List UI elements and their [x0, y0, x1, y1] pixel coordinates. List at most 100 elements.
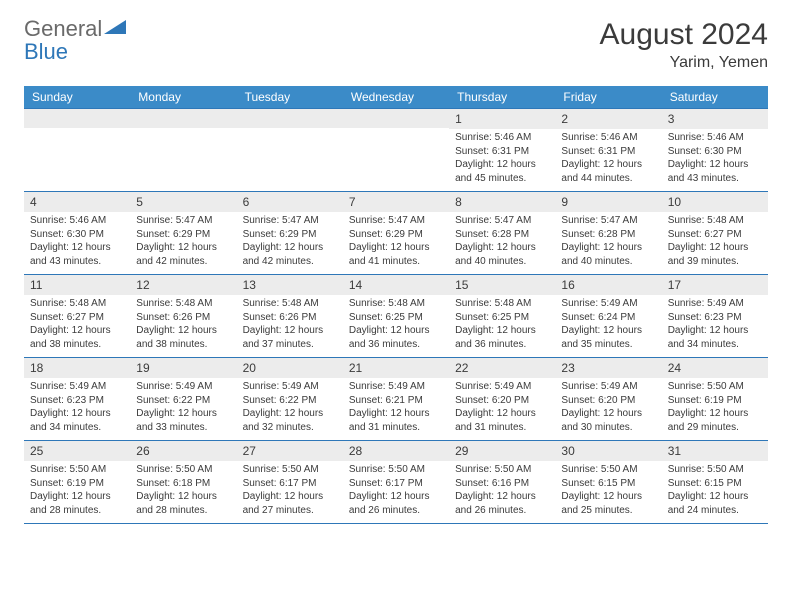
daylight: Daylight: 12 hours and 43 minutes.: [30, 241, 124, 268]
day-details: Sunrise: 5:50 AMSunset: 6:17 PMDaylight:…: [343, 461, 449, 521]
day-details: Sunrise: 5:46 AMSunset: 6:30 PMDaylight:…: [662, 129, 768, 189]
daylight: Daylight: 12 hours and 29 minutes.: [668, 407, 762, 434]
weekday-header: Monday: [130, 86, 236, 108]
day-cell: 18Sunrise: 5:49 AMSunset: 6:23 PMDayligh…: [24, 358, 130, 440]
daylight: Daylight: 12 hours and 40 minutes.: [455, 241, 549, 268]
day-number: 21: [343, 358, 449, 378]
day-number: 10: [662, 192, 768, 212]
day-details: Sunrise: 5:47 AMSunset: 6:29 PMDaylight:…: [130, 212, 236, 272]
weekday-header: Tuesday: [237, 86, 343, 108]
day-number: 5: [130, 192, 236, 212]
day-cell: 21Sunrise: 5:49 AMSunset: 6:21 PMDayligh…: [343, 358, 449, 440]
day-number: 17: [662, 275, 768, 295]
day-details: Sunrise: 5:48 AMSunset: 6:25 PMDaylight:…: [449, 295, 555, 355]
sunrise: Sunrise: 5:49 AM: [30, 380, 124, 394]
day-details: Sunrise: 5:49 AMSunset: 6:24 PMDaylight:…: [555, 295, 661, 355]
day-cell: 12 Sunrise: 5:48 AMSunset: 6:26 PMDayligh…: [130, 275, 236, 357]
day-number: 20: [237, 358, 343, 378]
sunrise: Sunrise: 5:48 AM: [136, 297, 230, 311]
daylight: Daylight: 12 hours and 26 minutes.: [349, 490, 443, 517]
sunset: Sunset: 6:19 PM: [30, 477, 124, 491]
day-cell: 24Sunrise: 5:50 AMSunset: 6:19 PMDayligh…: [662, 358, 768, 440]
location: Yarim, Yemen: [600, 54, 768, 72]
day-cell: 2Sunrise: 5:46 AMSunset: 6:31 PMDaylight…: [555, 109, 661, 191]
sunrise: Sunrise: 5:47 AM: [136, 214, 230, 228]
sunset: Sunset: 6:16 PM: [455, 477, 549, 491]
day-cell: 22Sunrise: 5:49 AMSunset: 6:20 PMDayligh…: [449, 358, 555, 440]
day-details: Sunrise: 5:46 AMSunset: 6:31 PMDaylight:…: [555, 129, 661, 189]
day-details: Sunrise: 5:49 AMSunset: 6:20 PMDaylight:…: [555, 378, 661, 438]
sunrise: Sunrise: 5:50 AM: [243, 463, 337, 477]
sunset: Sunset: 6:15 PM: [561, 477, 655, 491]
sunrise: Sunrise: 5:48 AM: [668, 214, 762, 228]
sunset: Sunset: 6:30 PM: [30, 228, 124, 242]
day-number: 12: [130, 275, 236, 295]
day-details: Sunrise: 5:48 AMSunset: 6:27 PMDaylight:…: [24, 295, 130, 355]
day-cell: 20Sunrise: 5:49 AMSunset: 6:22 PMDayligh…: [237, 358, 343, 440]
daylight: Daylight: 12 hours and 26 minutes.: [455, 490, 549, 517]
day-details: Sunrise: 5:50 AMSunset: 6:18 PMDaylight:…: [130, 461, 236, 521]
day-cell: 14Sunrise: 5:48 AMSunset: 6:25 PMDayligh…: [343, 275, 449, 357]
day-cell: 4Sunrise: 5:46 AMSunset: 6:30 PMDaylight…: [24, 192, 130, 274]
day-details: Sunrise: 5:47 AMSunset: 6:28 PMDaylight:…: [555, 212, 661, 272]
day-cell: 8Sunrise: 5:47 AMSunset: 6:28 PMDaylight…: [449, 192, 555, 274]
sunrise: Sunrise: 5:50 AM: [136, 463, 230, 477]
daylight: Daylight: 12 hours and 42 minutes.: [243, 241, 337, 268]
week-row: 25Sunrise: 5:50 AMSunset: 6:19 PMDayligh…: [24, 440, 768, 524]
day-details: Sunrise: 5:48 AMSunset: 6:27 PMDaylight:…: [662, 212, 768, 272]
daylight: Daylight: 12 hours and 35 minutes.: [561, 324, 655, 351]
day-number: 25: [24, 441, 130, 461]
sunrise: Sunrise: 5:49 AM: [561, 380, 655, 394]
daylight: Daylight: 12 hours and 36 minutes.: [349, 324, 443, 351]
weekday-header: Sunday: [24, 86, 130, 108]
day-number: 15: [449, 275, 555, 295]
sunrise: Sunrise: 5:48 AM: [455, 297, 549, 311]
day-number: 31: [662, 441, 768, 461]
daylight: Daylight: 12 hours and 45 minutes.: [455, 158, 549, 185]
sunset: Sunset: 6:26 PM: [136, 311, 230, 325]
title-block: August 2024 Yarim, Yemen: [600, 18, 768, 72]
logo-text-general: General: [24, 16, 102, 41]
day-number: 8: [449, 192, 555, 212]
day-cell: [343, 109, 449, 191]
day-number: 19: [130, 358, 236, 378]
daylight: Daylight: 12 hours and 37 minutes.: [243, 324, 337, 351]
sunset: Sunset: 6:22 PM: [243, 394, 337, 408]
sunset: Sunset: 6:15 PM: [668, 477, 762, 491]
daylight: Daylight: 12 hours and 41 minutes.: [349, 241, 443, 268]
week-row: 18Sunrise: 5:49 AMSunset: 6:23 PMDayligh…: [24, 357, 768, 440]
daylight: Daylight: 12 hours and 38 minutes.: [136, 324, 230, 351]
daylight: Daylight: 12 hours and 43 minutes.: [668, 158, 762, 185]
day-number: [237, 109, 343, 128]
daylight: Daylight: 12 hours and 24 minutes.: [668, 490, 762, 517]
sunset: Sunset: 6:31 PM: [561, 145, 655, 159]
logo: General Blue: [24, 18, 126, 64]
sunrise: Sunrise: 5:46 AM: [561, 131, 655, 145]
day-cell: 29Sunrise: 5:50 AMSunset: 6:16 PMDayligh…: [449, 441, 555, 523]
day-cell: [24, 109, 130, 191]
sunrise: Sunrise: 5:47 AM: [349, 214, 443, 228]
day-details: Sunrise: 5:49 AMSunset: 6:20 PMDaylight:…: [449, 378, 555, 438]
day-number: 14: [343, 275, 449, 295]
sunset: Sunset: 6:24 PM: [561, 311, 655, 325]
day-cell: 23Sunrise: 5:49 AMSunset: 6:20 PMDayligh…: [555, 358, 661, 440]
day-details: Sunrise: 5:46 AMSunset: 6:30 PMDaylight:…: [24, 212, 130, 272]
day-number: [24, 109, 130, 128]
sunrise: Sunrise: 5:46 AM: [455, 131, 549, 145]
sunset: Sunset: 6:23 PM: [30, 394, 124, 408]
daylight: Daylight: 12 hours and 36 minutes.: [455, 324, 549, 351]
day-details: Sunrise: 5:49 AMSunset: 6:22 PMDaylight:…: [130, 378, 236, 438]
day-cell: 13Sunrise: 5:48 AMSunset: 6:26 PMDayligh…: [237, 275, 343, 357]
daylight: Daylight: 12 hours and 39 minutes.: [668, 241, 762, 268]
sunrise: Sunrise: 5:50 AM: [30, 463, 124, 477]
day-details: Sunrise: 5:50 AMSunset: 6:17 PMDaylight:…: [237, 461, 343, 521]
weekday-header: Thursday: [449, 86, 555, 108]
sunrise: Sunrise: 5:50 AM: [668, 463, 762, 477]
sunset: Sunset: 6:17 PM: [349, 477, 443, 491]
day-details: Sunrise: 5:48 AMSunset: 6:26 PMDaylight:…: [237, 295, 343, 355]
daylight: Daylight: 12 hours and 27 minutes.: [243, 490, 337, 517]
day-cell: 5Sunrise: 5:47 AMSunset: 6:29 PMDaylight…: [130, 192, 236, 274]
day-cell: [237, 109, 343, 191]
day-cell: 16Sunrise: 5:49 AMSunset: 6:24 PMDayligh…: [555, 275, 661, 357]
sunset: Sunset: 6:28 PM: [455, 228, 549, 242]
